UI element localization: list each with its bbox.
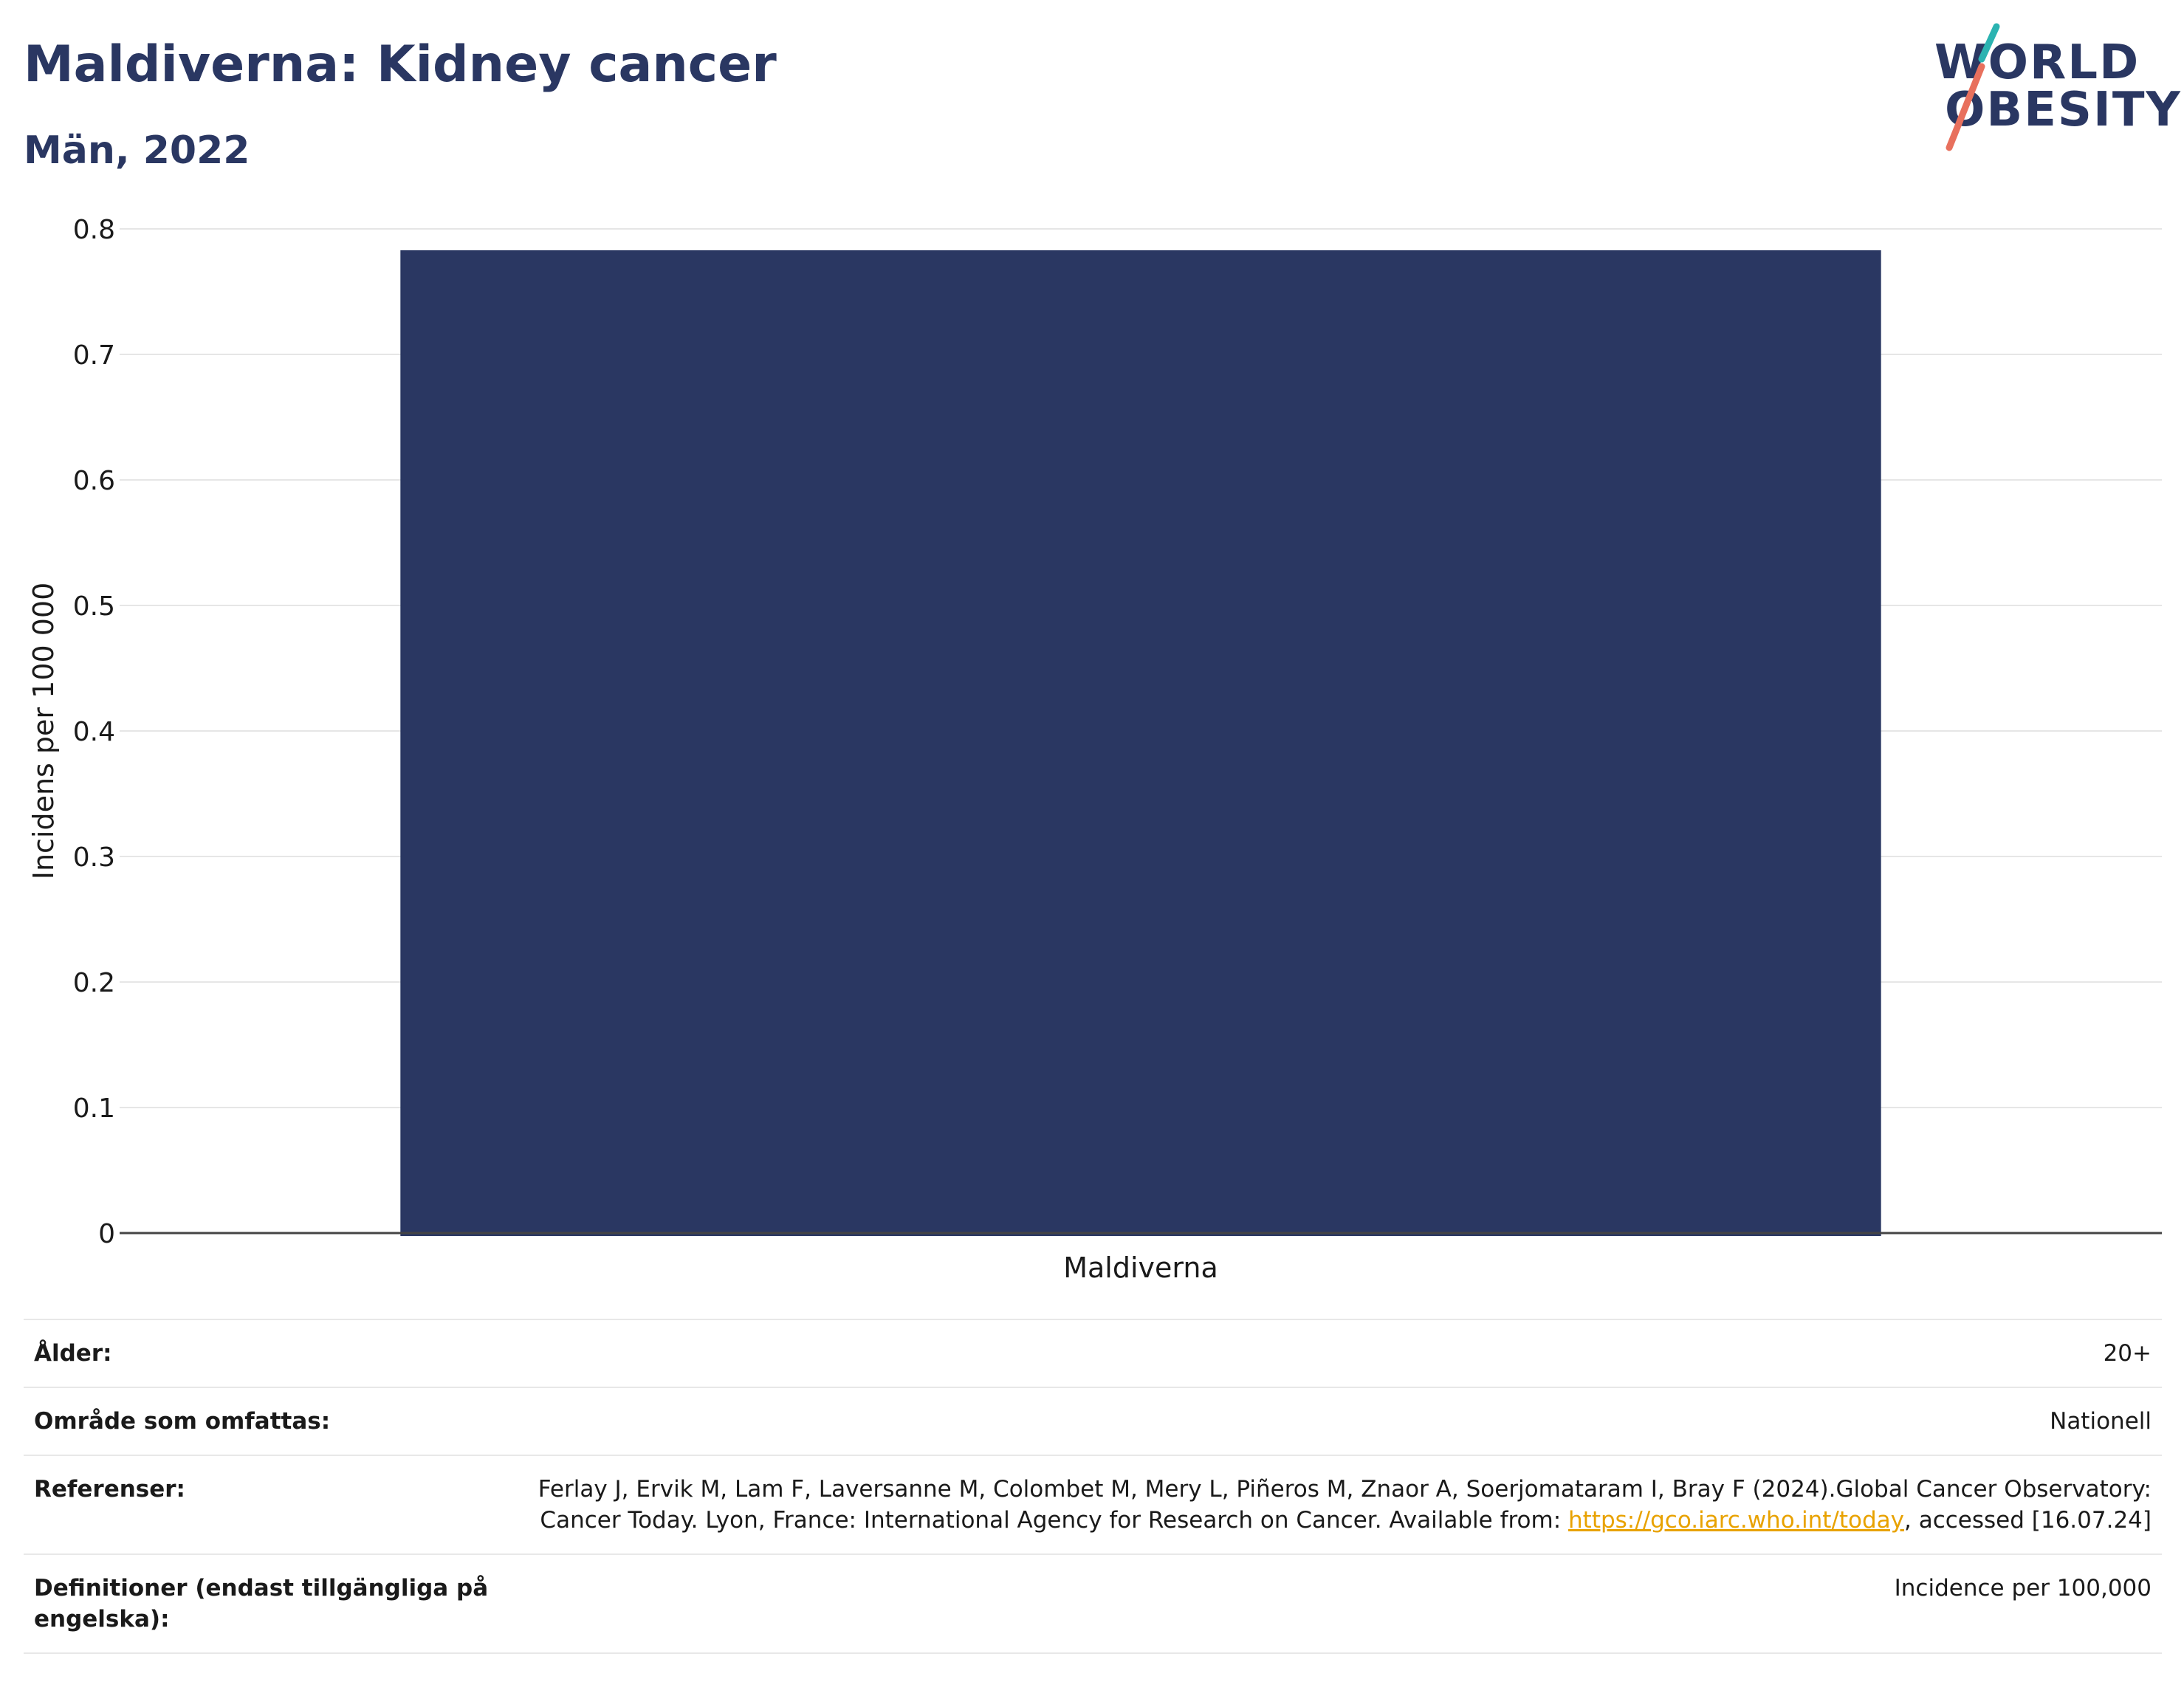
meta-def-label: Definitioner (endast tillgängliga på eng…: [34, 1575, 489, 1633]
bar-chart: 0 0.1 0.2 0.3 0.4 0.5 0.6 0.7 0.8 Maldiverna Inc…: [27, 215, 2162, 1284]
x-axis-ticks: Maldiverna: [1063, 1252, 1218, 1284]
y-tick-label: 0.6: [73, 466, 115, 496]
meta-row-references: Referenser: Ferlay J, Ervik M, Lam F, La…: [24, 1455, 2162, 1553]
meta-ref-label: Referenser:: [34, 1476, 185, 1503]
world-obesity-logo: WORLD OBESITY: [1920, 22, 2180, 155]
logo-text-obesity: OBESITY: [1945, 83, 2182, 137]
meta-row-definitions: Definitioner (endast tillgängliga på eng…: [24, 1553, 2162, 1654]
logo-text-world: WORLD: [1934, 35, 2140, 90]
y-axis-ticks: 0 0.1 0.2 0.3 0.4 0.5 0.6 0.7 0.8: [73, 215, 115, 1249]
bars: [400, 250, 1881, 1236]
chart-subtitle: Män, 2022: [24, 128, 250, 173]
y-tick-label: 0.7: [73, 340, 115, 371]
meta-area-value: Nationell: [2050, 1408, 2152, 1435]
metadata-table: Ålder: 20+ Område som omfattas: Nationel…: [24, 1319, 2162, 1654]
bar[interactable]: [400, 250, 1881, 1236]
y-tick-label: 0: [98, 1219, 115, 1249]
y-tick-label: 0.2: [73, 968, 115, 998]
meta-row-area: Område som omfattas: Nationell: [24, 1387, 2162, 1455]
meta-ref-text-after: , accessed [16.07.24]: [1903, 1507, 2152, 1534]
y-tick-label: 0.5: [73, 591, 115, 622]
chart-title: Maldiverna: Kidney cancer: [24, 35, 777, 94]
meta-ref-text: Ferlay J, Ervik M, Lam F, Laversanne M, …: [538, 1476, 2152, 1534]
y-tick-label: 0.1: [73, 1094, 115, 1124]
logo-slash-icon: [1946, 23, 2000, 151]
meta-area-label: Område som omfattas:: [34, 1408, 331, 1435]
meta-age-label: Ålder:: [34, 1340, 112, 1367]
y-axis-label: Incidens per 100 000: [27, 583, 60, 880]
y-tick-label: 0.8: [73, 215, 115, 245]
y-tick-label: 0.3: [73, 842, 115, 873]
meta-def-value: Incidence per 100,000: [1894, 1575, 2152, 1601]
meta-ref-value: Ferlay J, Ervik M, Lam F, Laversanne M, …: [527, 1474, 2152, 1536]
x-tick-label: Maldiverna: [1063, 1252, 1218, 1284]
meta-age-value: 20+: [2103, 1340, 2152, 1367]
meta-row-age: Ålder: 20+: [24, 1319, 2162, 1387]
reference-link[interactable]: https://gco.iarc.who.int/today: [1568, 1507, 1904, 1534]
y-tick-label: 0.4: [73, 717, 115, 747]
